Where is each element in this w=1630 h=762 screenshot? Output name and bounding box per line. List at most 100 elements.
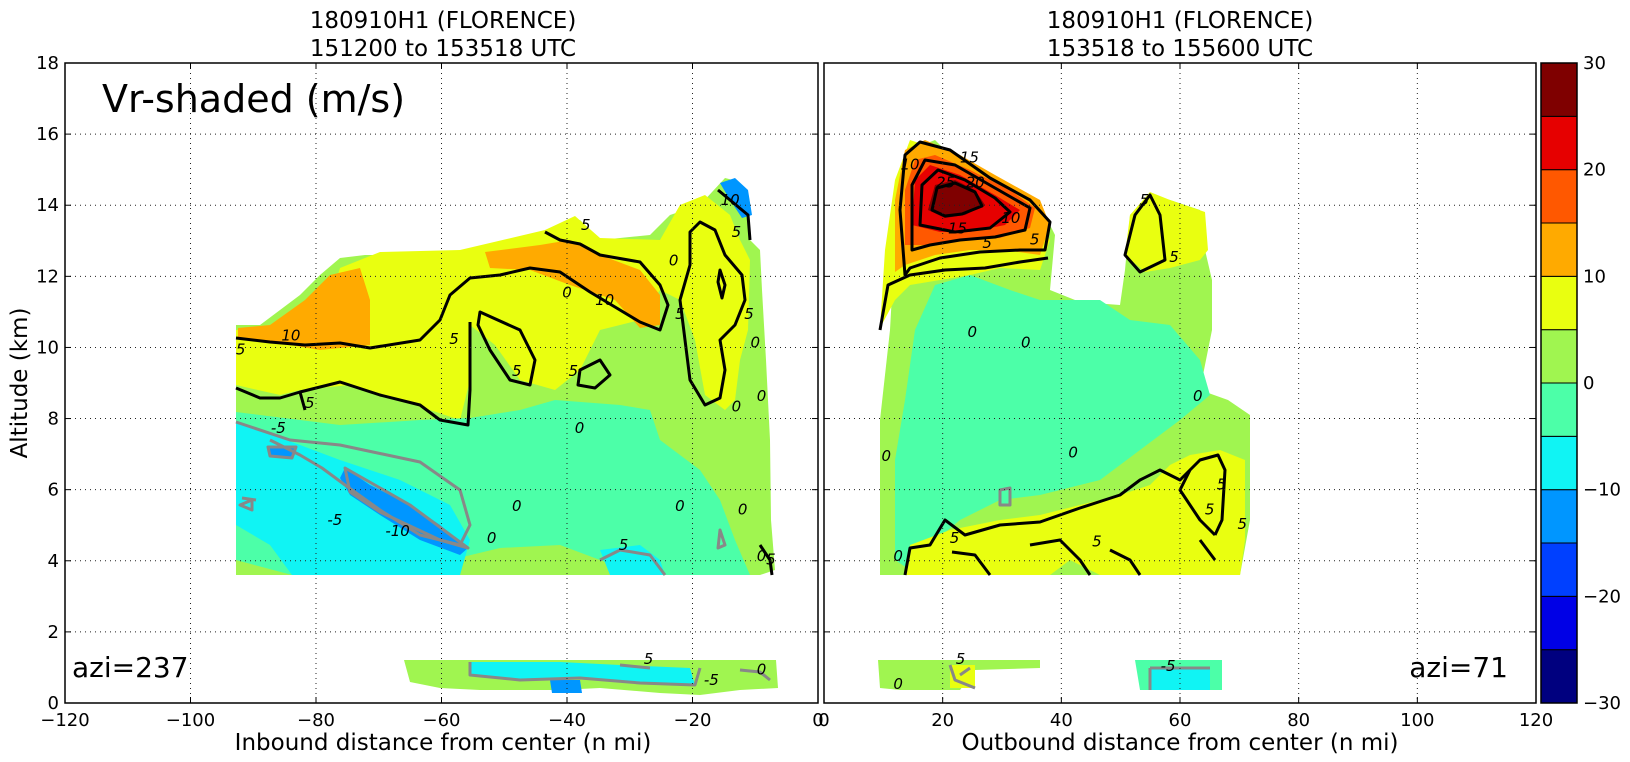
left-shading [236, 178, 778, 695]
right-panel: 180910H1 (FLORENCE) 153518 to 155600 UTC [818, 8, 1553, 756]
right-contour-25 [930, 181, 984, 218]
right-contour-label: 0 [893, 675, 903, 693]
left-contour-label: 10 [595, 291, 614, 309]
colorbar-tick-label: −10 [1583, 480, 1621, 501]
right-x-tick-label: 60 [1169, 710, 1192, 731]
left-contour-label: -10 [385, 522, 410, 540]
right-contour-label: 5 [1030, 230, 1040, 248]
right-x-tick-label: 0 [818, 710, 829, 731]
colorbar-tick-label: −30 [1583, 693, 1621, 714]
left-title: 180910H1 (FLORENCE) [310, 8, 577, 34]
left-contour-label: 5 [236, 341, 246, 359]
colorbar-tick-label: −20 [1583, 586, 1621, 607]
right-contour-label: 5 [1140, 191, 1150, 209]
right-contour-5-d [951, 538, 1217, 576]
right-contour-10 [898, 140, 1052, 277]
left-contour-surface [468, 662, 702, 687]
right-surface-strip-d [950, 665, 975, 688]
left-contour-label: -5 [704, 671, 719, 689]
right-contour-label: 10 [900, 156, 919, 174]
left-surface-strip-blue [550, 680, 582, 693]
left-contour-5-b [476, 310, 537, 387]
left-contour-surface-b [739, 668, 771, 682]
right-contour-label: -5 [1161, 657, 1176, 675]
left-field-10-15-b [485, 240, 660, 328]
right-contour-label: 5 [1238, 515, 1248, 533]
left-contour-m10-b [266, 445, 298, 460]
colorbar-bin [1540, 115, 1578, 171]
right-x-tick-label: 100 [1400, 710, 1434, 731]
left-contour-label: -5 [327, 511, 342, 529]
right-contour-label: 15 [948, 220, 967, 238]
left-contour-m10-top [717, 188, 752, 241]
colorbar-bin [1540, 595, 1578, 651]
left-contour-label: 5 [675, 305, 685, 323]
right-contour-label: 5 [956, 650, 966, 668]
left-field-m15-m10-c [720, 178, 752, 218]
right-contour-label: 0 [893, 547, 903, 565]
colorbar-tick-label: 0 [1583, 373, 1594, 394]
colorbar-bin [1540, 275, 1578, 331]
left-contour-label: 0 [669, 252, 679, 270]
left-contour-label: 0 [750, 333, 760, 351]
left-contour-label: 5 [732, 223, 742, 241]
y-tick-label: 2 [48, 622, 59, 643]
left-contour-label: 10 [281, 326, 300, 344]
y-tick-label: 10 [36, 337, 59, 358]
right-contour-label: 0 [882, 447, 892, 465]
right-contour-label: 0 [1193, 387, 1203, 405]
right-contour-label: 0 [1068, 444, 1078, 462]
left-x-tick-label: −60 [423, 710, 461, 731]
right-plot-area [824, 63, 1536, 703]
colorbar-bin [1540, 435, 1578, 491]
left-contour-label: 0 [738, 501, 748, 519]
right-contour-label: 5 [1205, 501, 1215, 519]
left-contour-label: 0 [512, 497, 522, 515]
right-xlabel: Outbound distance from center (n mi) [962, 730, 1399, 756]
y-tick-label: 12 [36, 266, 59, 287]
right-contour-label: 5 [1169, 248, 1179, 266]
left-xlabel: Inbound distance from center (n mi) [235, 730, 652, 756]
y-tick-label: 16 [36, 124, 59, 145]
colorbar-bins [1540, 62, 1578, 704]
colorbar-bin [1540, 649, 1578, 704]
y-tick-label: 14 [36, 195, 59, 216]
right-field-5-10-low [905, 450, 1245, 575]
colorbar-bin [1540, 542, 1578, 597]
y-tick-label: 4 [48, 551, 59, 572]
y-tick-label: 6 [48, 480, 59, 501]
left-contours [235, 188, 774, 687]
right-x-tick-label: 20 [931, 710, 954, 731]
right-contour-label: 5 [1217, 476, 1227, 494]
y-axis-label: Altitude (km) [7, 308, 33, 459]
colorbar-tick-labels: 30 20 10 0 −10 −20 −30 [1583, 53, 1621, 714]
colorbar-bin [1540, 222, 1578, 277]
left-contour-label: 5 [619, 536, 629, 554]
left-contour-label: 5 [581, 216, 591, 234]
left-contour-label: 5 [449, 330, 459, 348]
right-contour-20 [918, 168, 1012, 234]
left-plot-area [65, 63, 818, 703]
right-field-m5-0 [895, 275, 1210, 570]
left-contour-5 [235, 322, 472, 427]
left-contour-label: 0 [757, 387, 767, 405]
left-contour-5-d [716, 268, 727, 300]
right-x-tick-label: 80 [1287, 710, 1310, 731]
left-ticks [64, 62, 819, 704]
left-x-tick-label: −80 [297, 710, 335, 731]
left-contour-label: 0 [675, 497, 685, 515]
left-contour-label: 0 [487, 529, 497, 547]
y-tick-label: 18 [36, 53, 59, 74]
left-x-tick-label: 0 [812, 710, 823, 731]
colorbar-bin [1540, 169, 1578, 224]
left-contour-0-d [758, 544, 774, 576]
colorbar-bin [1540, 62, 1578, 117]
left-contour-label: -5 [271, 419, 286, 437]
left-subtitle: 151200 to 153518 UTC [310, 36, 576, 62]
right-x-tick-label: 120 [1519, 710, 1553, 731]
left-contour-0-c [716, 528, 727, 550]
right-contour-label: 5 [982, 234, 992, 252]
